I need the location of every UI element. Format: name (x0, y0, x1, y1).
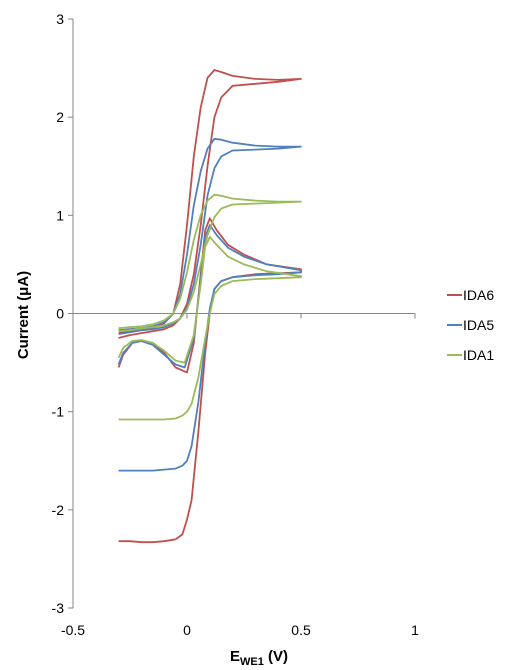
y-tick-label: -2 (52, 502, 65, 518)
series-line-ida6-collector (118, 69, 302, 339)
tick-labels: 3 2 1 0 -1 -2 -3 -0.5 0 0.5 1 (52, 11, 420, 638)
y-tick-label: 2 (56, 109, 64, 125)
x-tick-label: 0.5 (291, 622, 311, 638)
legend: IDA6 IDA5 IDA1 (447, 287, 494, 363)
y-tick-label: -3 (52, 600, 65, 616)
legend-label-ida1: IDA1 (463, 347, 494, 363)
series-line-ida6-generator (117, 217, 302, 544)
series-line-ida1-collector (118, 193, 302, 333)
x-tick-label: 0 (183, 622, 191, 638)
y-axis-title: Current (μA) (15, 271, 32, 359)
x-axis-title-subscript: WE1 (240, 656, 264, 668)
plot-area (117, 69, 302, 544)
series-line-ida1-generator (117, 236, 302, 421)
x-axis-title-main: E (230, 648, 240, 665)
x-tick-label: -0.5 (61, 622, 85, 638)
y-tick-label: 0 (56, 306, 64, 322)
x-axis-title-unit: (V) (264, 648, 288, 665)
y-tick-label: -1 (52, 404, 65, 420)
series-line-ida5-generator (117, 224, 302, 472)
legend-label-ida6: IDA6 (463, 287, 494, 303)
x-tick-label: 1 (411, 622, 419, 638)
x-axis-title: EWE1 (V) (230, 648, 288, 668)
axes (68, 18, 416, 609)
y-tick-label: 3 (56, 11, 64, 27)
y-tick-label: 1 (56, 207, 64, 223)
legend-label-ida5: IDA5 (463, 317, 494, 333)
